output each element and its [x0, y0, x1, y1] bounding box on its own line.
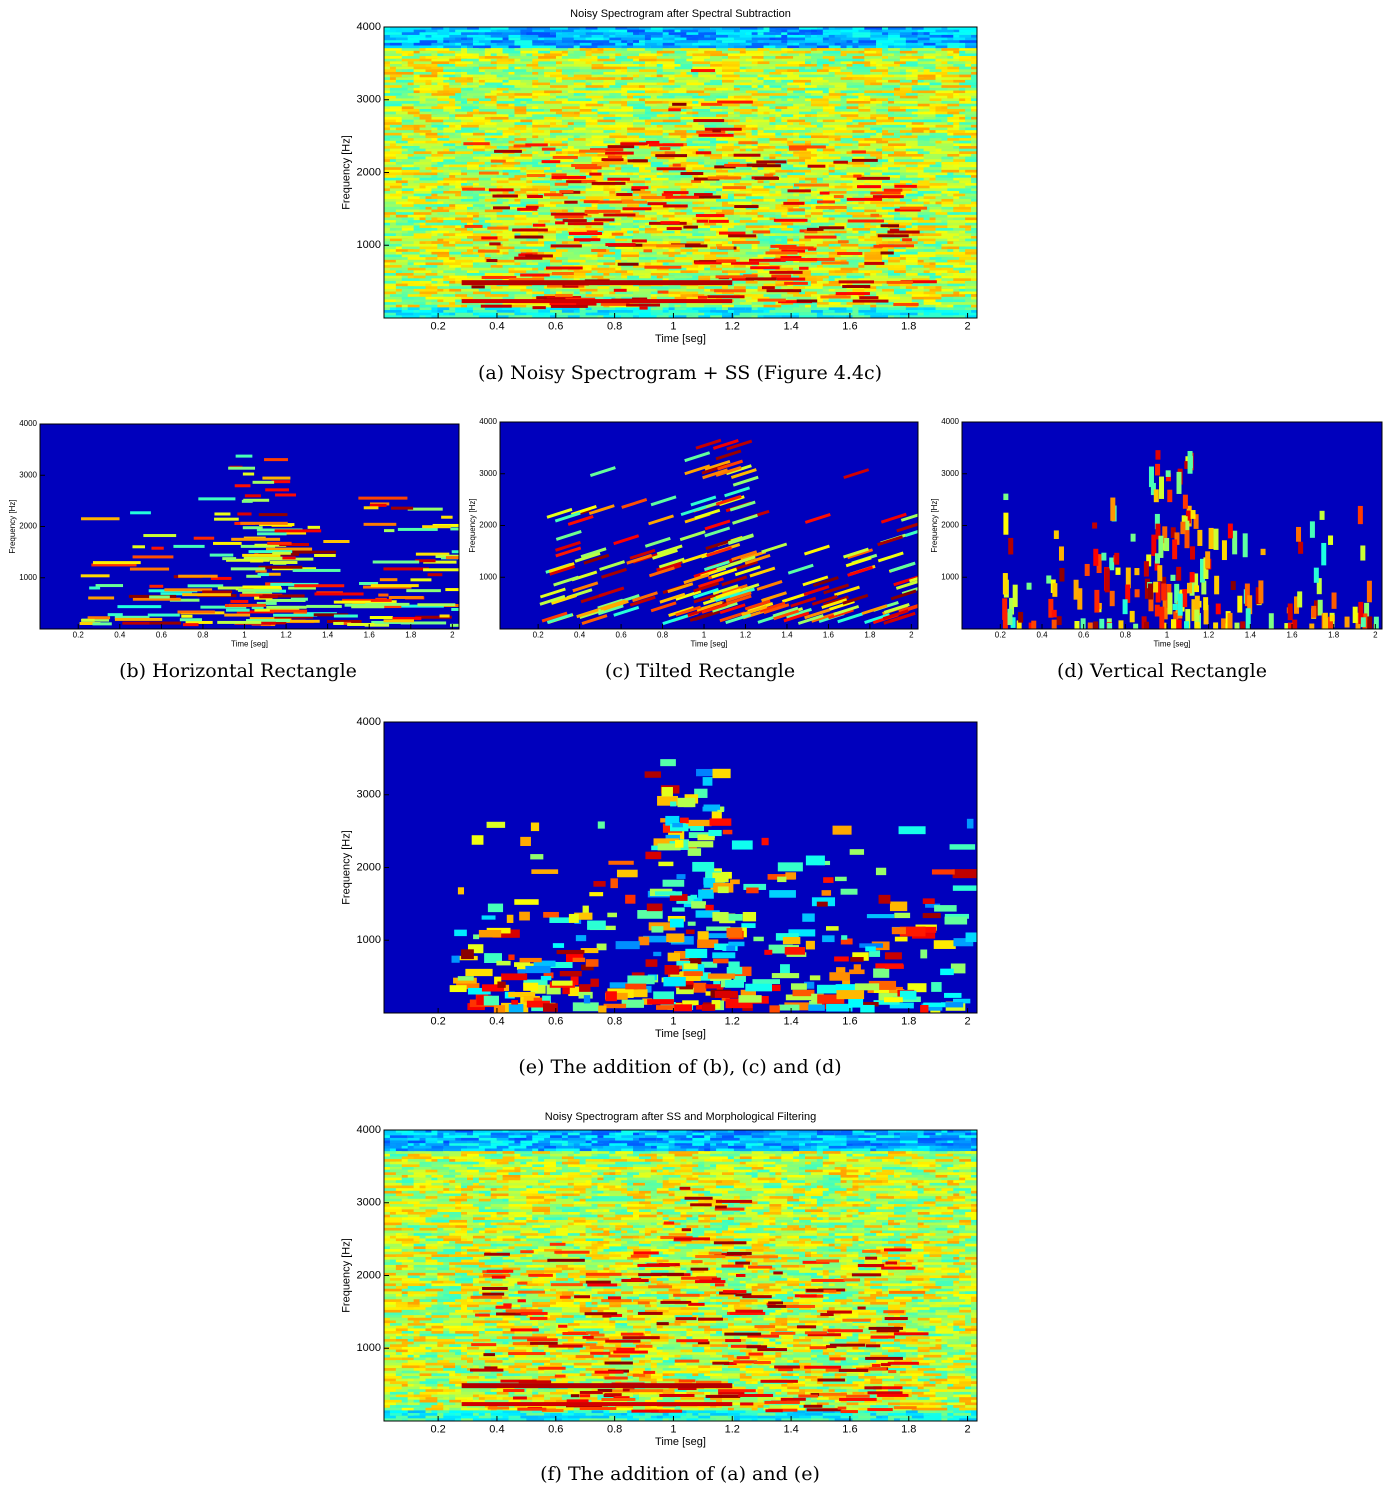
spectrogram: [384, 27, 989, 319]
panel: 10002000300040000.20.40.60.811.21.41.61.…: [341, 8, 989, 384]
figure: 10002000300040000.20.40.60.811.21.41.61.…: [0, 0, 1391, 1490]
